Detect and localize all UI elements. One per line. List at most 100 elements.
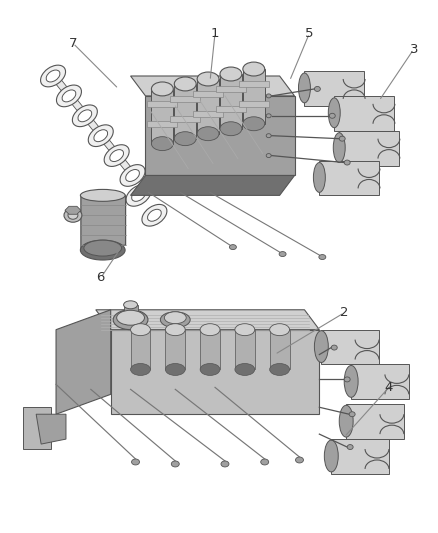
Ellipse shape	[174, 132, 196, 146]
Ellipse shape	[131, 364, 150, 375]
Ellipse shape	[57, 85, 81, 107]
Ellipse shape	[266, 134, 271, 138]
Ellipse shape	[279, 252, 286, 256]
Polygon shape	[36, 414, 66, 444]
Polygon shape	[111, 330, 319, 414]
Ellipse shape	[266, 114, 271, 118]
Ellipse shape	[72, 105, 97, 127]
Polygon shape	[235, 330, 255, 369]
Ellipse shape	[266, 154, 271, 158]
Ellipse shape	[329, 114, 335, 118]
Ellipse shape	[220, 67, 242, 81]
Ellipse shape	[126, 184, 151, 206]
Ellipse shape	[243, 62, 265, 76]
Polygon shape	[165, 330, 185, 369]
Ellipse shape	[110, 150, 124, 161]
Ellipse shape	[197, 72, 219, 86]
Ellipse shape	[81, 240, 125, 260]
Polygon shape	[193, 91, 223, 97]
Polygon shape	[216, 86, 246, 92]
Ellipse shape	[298, 73, 311, 103]
Ellipse shape	[314, 86, 320, 92]
Polygon shape	[334, 96, 394, 131]
Polygon shape	[304, 71, 364, 106]
Ellipse shape	[221, 461, 229, 467]
Polygon shape	[152, 89, 173, 144]
Ellipse shape	[132, 189, 145, 201]
Polygon shape	[319, 160, 379, 196]
Text: 2: 2	[340, 306, 349, 319]
Ellipse shape	[46, 70, 60, 82]
Ellipse shape	[78, 110, 92, 122]
Ellipse shape	[62, 90, 76, 102]
Ellipse shape	[94, 130, 108, 142]
Polygon shape	[81, 196, 126, 250]
Text: 3: 3	[410, 43, 418, 55]
Ellipse shape	[270, 324, 290, 336]
Ellipse shape	[314, 163, 325, 192]
Polygon shape	[56, 310, 111, 414]
Ellipse shape	[148, 209, 161, 221]
Ellipse shape	[131, 459, 140, 465]
Ellipse shape	[344, 160, 350, 165]
Polygon shape	[145, 96, 294, 175]
Ellipse shape	[174, 77, 196, 91]
Ellipse shape	[164, 312, 186, 324]
Ellipse shape	[81, 189, 125, 201]
Ellipse shape	[347, 445, 353, 449]
Ellipse shape	[152, 136, 173, 151]
Ellipse shape	[152, 82, 173, 96]
Ellipse shape	[314, 330, 328, 362]
Polygon shape	[351, 365, 409, 399]
Polygon shape	[131, 330, 150, 369]
Ellipse shape	[235, 324, 255, 336]
Text: 4: 4	[385, 381, 393, 394]
Ellipse shape	[296, 457, 304, 463]
Ellipse shape	[339, 405, 353, 437]
Text: 1: 1	[211, 27, 219, 40]
Ellipse shape	[117, 310, 145, 325]
Polygon shape	[96, 310, 319, 330]
Ellipse shape	[88, 125, 113, 147]
Ellipse shape	[235, 364, 255, 375]
Polygon shape	[148, 101, 177, 107]
Ellipse shape	[113, 310, 148, 330]
Polygon shape	[239, 101, 268, 107]
Ellipse shape	[165, 324, 185, 336]
Polygon shape	[131, 76, 294, 96]
Ellipse shape	[331, 345, 337, 350]
Polygon shape	[331, 439, 389, 474]
Ellipse shape	[261, 459, 268, 465]
Polygon shape	[193, 111, 223, 117]
Ellipse shape	[243, 117, 265, 131]
Ellipse shape	[344, 377, 350, 382]
Ellipse shape	[41, 65, 66, 87]
Ellipse shape	[328, 98, 340, 128]
Polygon shape	[346, 404, 404, 439]
Ellipse shape	[142, 205, 167, 226]
Ellipse shape	[230, 245, 237, 249]
Ellipse shape	[64, 208, 82, 222]
Text: 5: 5	[305, 27, 314, 40]
Ellipse shape	[200, 324, 220, 336]
Polygon shape	[321, 330, 379, 365]
Polygon shape	[216, 106, 246, 112]
Ellipse shape	[124, 301, 138, 309]
Ellipse shape	[324, 440, 338, 472]
Ellipse shape	[126, 169, 139, 181]
Ellipse shape	[333, 133, 345, 163]
Ellipse shape	[200, 364, 220, 375]
Ellipse shape	[165, 364, 185, 375]
Polygon shape	[243, 69, 265, 124]
Text: 7: 7	[69, 37, 77, 50]
Ellipse shape	[68, 211, 78, 219]
Polygon shape	[131, 175, 294, 196]
Ellipse shape	[104, 145, 129, 166]
Ellipse shape	[84, 240, 122, 256]
Polygon shape	[47, 73, 75, 97]
Polygon shape	[270, 330, 290, 369]
Ellipse shape	[349, 411, 355, 417]
Polygon shape	[339, 131, 399, 166]
Polygon shape	[200, 330, 220, 369]
Ellipse shape	[344, 366, 358, 397]
